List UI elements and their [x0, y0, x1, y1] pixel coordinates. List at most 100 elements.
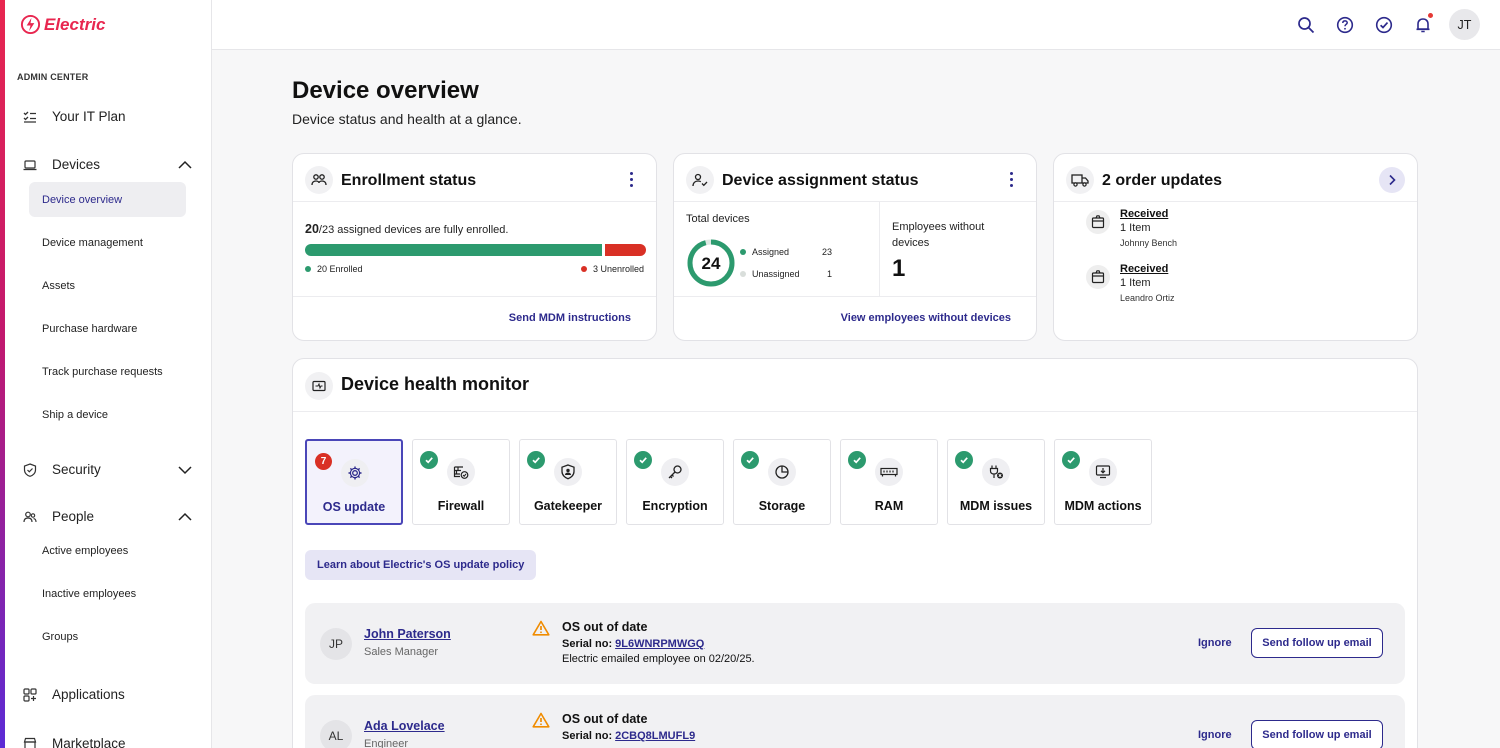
- employee-name-link[interactable]: Ada Lovelace: [364, 719, 445, 733]
- avatar: JP: [320, 628, 352, 660]
- orders-next-button[interactable]: [1379, 167, 1405, 193]
- page-subtitle: Device status and health at a glance.: [292, 111, 522, 127]
- order-quantity: 1 Item: [1120, 222, 1151, 234]
- sidebar-item-your-it-plan[interactable]: Your IT Plan: [23, 109, 193, 124]
- sidebar-item-ship-a-device[interactable]: Ship a device: [42, 408, 109, 421]
- serial-number-link[interactable]: 9L6WNRPMWGQ: [615, 638, 705, 650]
- total-devices-label: Total devices: [686, 213, 750, 225]
- order-recipient: Johnny Bench: [1120, 238, 1178, 248]
- sidebar-item-applications[interactable]: Applications: [23, 687, 193, 702]
- card-title: Device assignment status: [722, 172, 919, 189]
- card-title: 2 order updates: [1102, 172, 1223, 189]
- assigned-arc: [687, 239, 735, 287]
- unassigned-value: 1: [826, 269, 832, 279]
- assigned-dot: [740, 249, 746, 255]
- help-button[interactable]: [1333, 13, 1357, 37]
- device-issue-row: AL Ada Lovelace Engineer OS out of date …: [305, 695, 1405, 748]
- enrollment-people-icon: [305, 166, 333, 194]
- help-icon: [1336, 16, 1354, 34]
- tile-os-update[interactable]: 7 OS update: [305, 439, 403, 525]
- employees-without-devices-value: 1: [892, 255, 906, 282]
- more-options-icon[interactable]: [630, 172, 634, 187]
- sidebar-item-track-purchase-requests[interactable]: Track purchase requests: [42, 365, 163, 378]
- sidebar-item-security[interactable]: Security: [23, 462, 193, 477]
- tile-mdm-actions[interactable]: MDM actions: [1054, 439, 1152, 525]
- chevron-up-icon[interactable]: [177, 509, 193, 525]
- notifications-button[interactable]: [1411, 12, 1435, 37]
- view-employees-without-devices-link[interactable]: View employees without devices: [840, 312, 1011, 324]
- plug-error-icon: [982, 458, 1010, 486]
- electric-logo[interactable]: Electric: [20, 14, 105, 35]
- sidebar-item-devices[interactable]: Devices: [23, 157, 193, 172]
- unenrolled-legend-label: 3 Unenrolled: [592, 264, 644, 274]
- sidebar-item-people[interactable]: People: [23, 509, 193, 524]
- card-title: Enrollment status: [341, 172, 477, 189]
- sidebar-item-purchase-hardware[interactable]: Purchase hardware: [42, 322, 138, 335]
- tile-mdm-issues[interactable]: MDM issues: [947, 439, 1045, 525]
- check-icon: [955, 451, 973, 469]
- sidebar: Electric ADMIN CENTER Your IT Plan Devic…: [5, 0, 212, 748]
- check-icon: [848, 451, 866, 469]
- package-icon: [1086, 265, 1110, 289]
- ignore-button[interactable]: Ignore: [1198, 729, 1232, 741]
- os-update-policy-button[interactable]: Learn about Electric's OS update policy: [305, 550, 537, 580]
- send-mdm-instructions-link[interactable]: Send MDM instructions: [508, 312, 631, 324]
- tile-label: RAM: [874, 499, 904, 513]
- tile-label: Encryption: [642, 499, 708, 513]
- enrolled-legend-label: 20 Enrolled: [317, 264, 363, 274]
- top-bar: [212, 0, 1500, 50]
- enrolled-legend: 20 Enrolled: [305, 264, 363, 274]
- tile-encryption[interactable]: Encryption: [626, 439, 724, 525]
- tile-label: Gatekeeper: [533, 499, 603, 513]
- more-options-icon[interactable]: [1010, 172, 1014, 187]
- send-follow-up-email-button[interactable]: Send follow up email: [1251, 720, 1383, 748]
- sidebar-item-device-overview[interactable]: Device overview: [29, 182, 186, 217]
- search-icon: [1298, 17, 1315, 34]
- sidebar-item-active-employees[interactable]: Active employees: [42, 544, 129, 557]
- check-icon: [741, 451, 759, 469]
- unenrolled-segment: [604, 244, 646, 256]
- employee-name-link[interactable]: John Paterson: [364, 627, 451, 641]
- assigned-legend: Assigned 23: [740, 247, 832, 257]
- serial-number-link[interactable]: 2CBQ8LMUFL9: [615, 730, 696, 742]
- order-status-link[interactable]: Received: [1120, 263, 1169, 275]
- issue-count-badge: 7: [315, 453, 332, 470]
- memory-icon: [875, 458, 903, 486]
- tasks-button[interactable]: [1372, 13, 1396, 37]
- sidebar-item-inactive-employees[interactable]: Inactive employees: [42, 587, 137, 600]
- search-button[interactable]: [1294, 13, 1318, 37]
- person-check-icon: [686, 166, 714, 194]
- enrolled-dot: [305, 266, 311, 272]
- enrollment-summary: 20/23 assigned devices are fully enrolle…: [305, 222, 508, 236]
- tile-storage[interactable]: Storage: [733, 439, 831, 525]
- sidebar-item-marketplace[interactable]: Marketplace: [23, 736, 193, 748]
- tile-label: Storage: [758, 499, 806, 513]
- sidebar-item-label: Devices: [52, 157, 101, 172]
- sidebar-item-device-management[interactable]: Device management: [42, 236, 143, 249]
- tile-gatekeeper[interactable]: Gatekeeper: [519, 439, 617, 525]
- package-icon: [1086, 210, 1110, 234]
- employees-without-devices-label: Employees without devices: [892, 221, 985, 249]
- sidebar-item-assets[interactable]: Assets: [42, 279, 76, 292]
- sidebar-item-label: Security: [52, 462, 101, 477]
- monitor-download-icon: [1089, 458, 1117, 486]
- user-avatar[interactable]: JT: [1449, 9, 1480, 40]
- assigned-value: 23: [821, 247, 832, 257]
- sidebar-item-label: Your IT Plan: [52, 109, 126, 124]
- serial-label: Serial no:: [562, 638, 613, 650]
- chevron-up-icon[interactable]: [177, 157, 193, 173]
- order-status-link[interactable]: Received: [1120, 208, 1169, 220]
- send-follow-up-email-button[interactable]: Send follow up email: [1251, 628, 1383, 658]
- unassigned-legend-label: Unassigned: [752, 269, 800, 279]
- store-icon: [23, 737, 37, 748]
- tile-firewall[interactable]: Firewall: [412, 439, 510, 525]
- email-note: Electric emailed employee on 02/20/25.: [562, 653, 755, 665]
- check-icon: [420, 451, 438, 469]
- device-status: OS out of date: [562, 712, 648, 726]
- ignore-button[interactable]: Ignore: [1198, 637, 1232, 649]
- tile-ram[interactable]: RAM: [840, 439, 938, 525]
- chevron-right-icon: [1389, 174, 1396, 186]
- sidebar-item-groups[interactable]: Groups: [42, 630, 79, 643]
- chevron-down-icon[interactable]: [177, 462, 193, 478]
- people-icon: [23, 511, 37, 522]
